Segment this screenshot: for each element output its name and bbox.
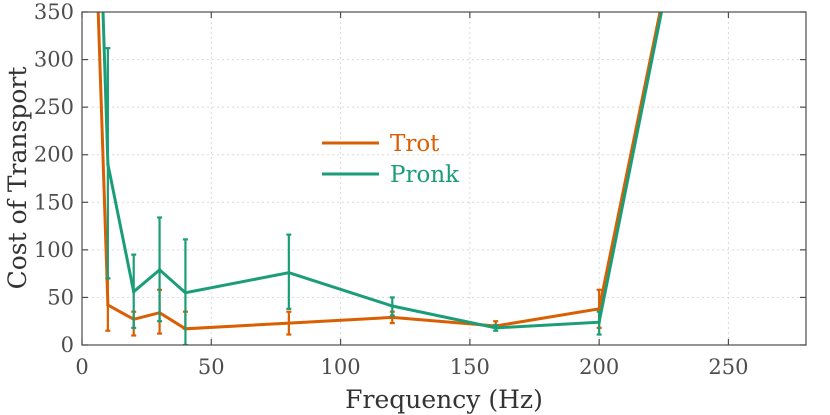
- pronk-point: [132, 290, 136, 294]
- trot-point: [287, 321, 291, 325]
- legend: Trot Pronk: [322, 131, 460, 188]
- pronk-point: [157, 268, 162, 272]
- x-tick-label: 250: [708, 355, 748, 379]
- x-tick-label: 0: [75, 355, 88, 379]
- pronk-line: [101, 12, 663, 330]
- series-layer: [96, 12, 663, 345]
- x-axis-label: Frequency (Hz): [345, 385, 543, 414]
- pronk-point: [183, 291, 188, 295]
- x-tick-label: 100: [321, 355, 361, 379]
- y-tick-label: 0: [61, 333, 74, 357]
- y-tick-label: 200: [34, 143, 74, 167]
- y-tick-label: 300: [34, 48, 74, 72]
- y-axis-label: Cost of Transport: [3, 67, 32, 290]
- legend-pronk-label: Pronk: [390, 162, 460, 188]
- pronk-point: [390, 304, 394, 308]
- legend-trot-label: Trot: [390, 131, 440, 157]
- pronk-point: [494, 326, 498, 330]
- trot-line: [96, 12, 662, 331]
- x-tick-label: 150: [450, 355, 490, 379]
- y-tick-label: 350: [34, 0, 74, 24]
- y-tick-label: 50: [47, 285, 74, 309]
- y-tick-label: 250: [34, 95, 74, 119]
- series-pronk: [101, 12, 663, 345]
- y-tick-label: 100: [34, 238, 74, 262]
- plot-frame: [81, 11, 807, 346]
- trot-point: [597, 307, 601, 311]
- ticks: 0 50 100 150 200 250 0 50 100 150 200 250 300 350: [34, 0, 806, 379]
- pronk-point: [106, 162, 110, 166]
- trot-point: [390, 315, 394, 320]
- grid: [82, 12, 806, 345]
- pronk-point: [597, 320, 601, 324]
- y-tick-label: 150: [34, 190, 74, 214]
- trot-point: [106, 303, 110, 307]
- x-tick-label: 200: [579, 355, 619, 379]
- pronk-point: [287, 271, 291, 275]
- x-tick-label: 50: [198, 355, 225, 379]
